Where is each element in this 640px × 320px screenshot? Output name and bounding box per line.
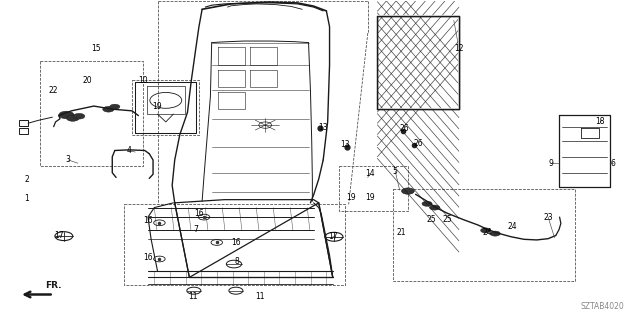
- Circle shape: [102, 106, 114, 112]
- Circle shape: [481, 228, 491, 233]
- Text: 21: 21: [397, 228, 406, 237]
- Text: 11: 11: [255, 292, 264, 301]
- Text: 23: 23: [543, 212, 553, 221]
- Text: 4: 4: [126, 146, 131, 155]
- Text: 9: 9: [548, 159, 553, 168]
- Text: 8: 8: [235, 257, 239, 266]
- Circle shape: [422, 201, 432, 206]
- Circle shape: [67, 115, 79, 121]
- Text: 1: 1: [24, 194, 29, 203]
- Text: 20: 20: [83, 76, 92, 84]
- Text: 7: 7: [193, 225, 198, 234]
- Circle shape: [109, 104, 120, 109]
- Text: 10: 10: [138, 76, 148, 84]
- Text: 26: 26: [414, 139, 424, 148]
- Text: 15: 15: [91, 44, 100, 53]
- Text: 13: 13: [340, 140, 350, 149]
- Circle shape: [401, 188, 414, 194]
- Text: 25: 25: [427, 215, 436, 224]
- Text: 17: 17: [54, 231, 63, 240]
- Text: 19: 19: [153, 101, 163, 111]
- Circle shape: [490, 231, 500, 236]
- Text: 24: 24: [482, 228, 492, 237]
- Text: 16: 16: [194, 209, 204, 218]
- Text: SZTAB4020: SZTAB4020: [581, 302, 625, 311]
- Text: 16: 16: [143, 216, 153, 225]
- Text: 5: 5: [393, 167, 397, 176]
- Text: 3: 3: [66, 156, 71, 164]
- Text: 17: 17: [328, 232, 337, 241]
- Text: 13: 13: [318, 123, 328, 132]
- Circle shape: [429, 205, 440, 210]
- Text: 25: 25: [443, 215, 452, 224]
- Bar: [19, 120, 28, 126]
- Text: 19: 19: [365, 193, 374, 202]
- Circle shape: [59, 111, 74, 119]
- Text: 12: 12: [454, 44, 463, 53]
- Text: 14: 14: [365, 169, 374, 178]
- Circle shape: [74, 113, 85, 119]
- Text: 26: 26: [399, 124, 409, 133]
- Text: 2: 2: [24, 174, 29, 184]
- Text: 6: 6: [611, 159, 616, 168]
- Text: 22: 22: [49, 86, 58, 95]
- Text: 18: 18: [596, 117, 605, 126]
- Text: 16: 16: [143, 253, 153, 262]
- Text: 11: 11: [188, 292, 197, 301]
- Text: 19: 19: [346, 193, 355, 202]
- Text: 16: 16: [231, 238, 241, 247]
- Text: 24: 24: [508, 222, 517, 231]
- Text: FR.: FR.: [45, 281, 61, 290]
- Bar: [19, 128, 28, 134]
